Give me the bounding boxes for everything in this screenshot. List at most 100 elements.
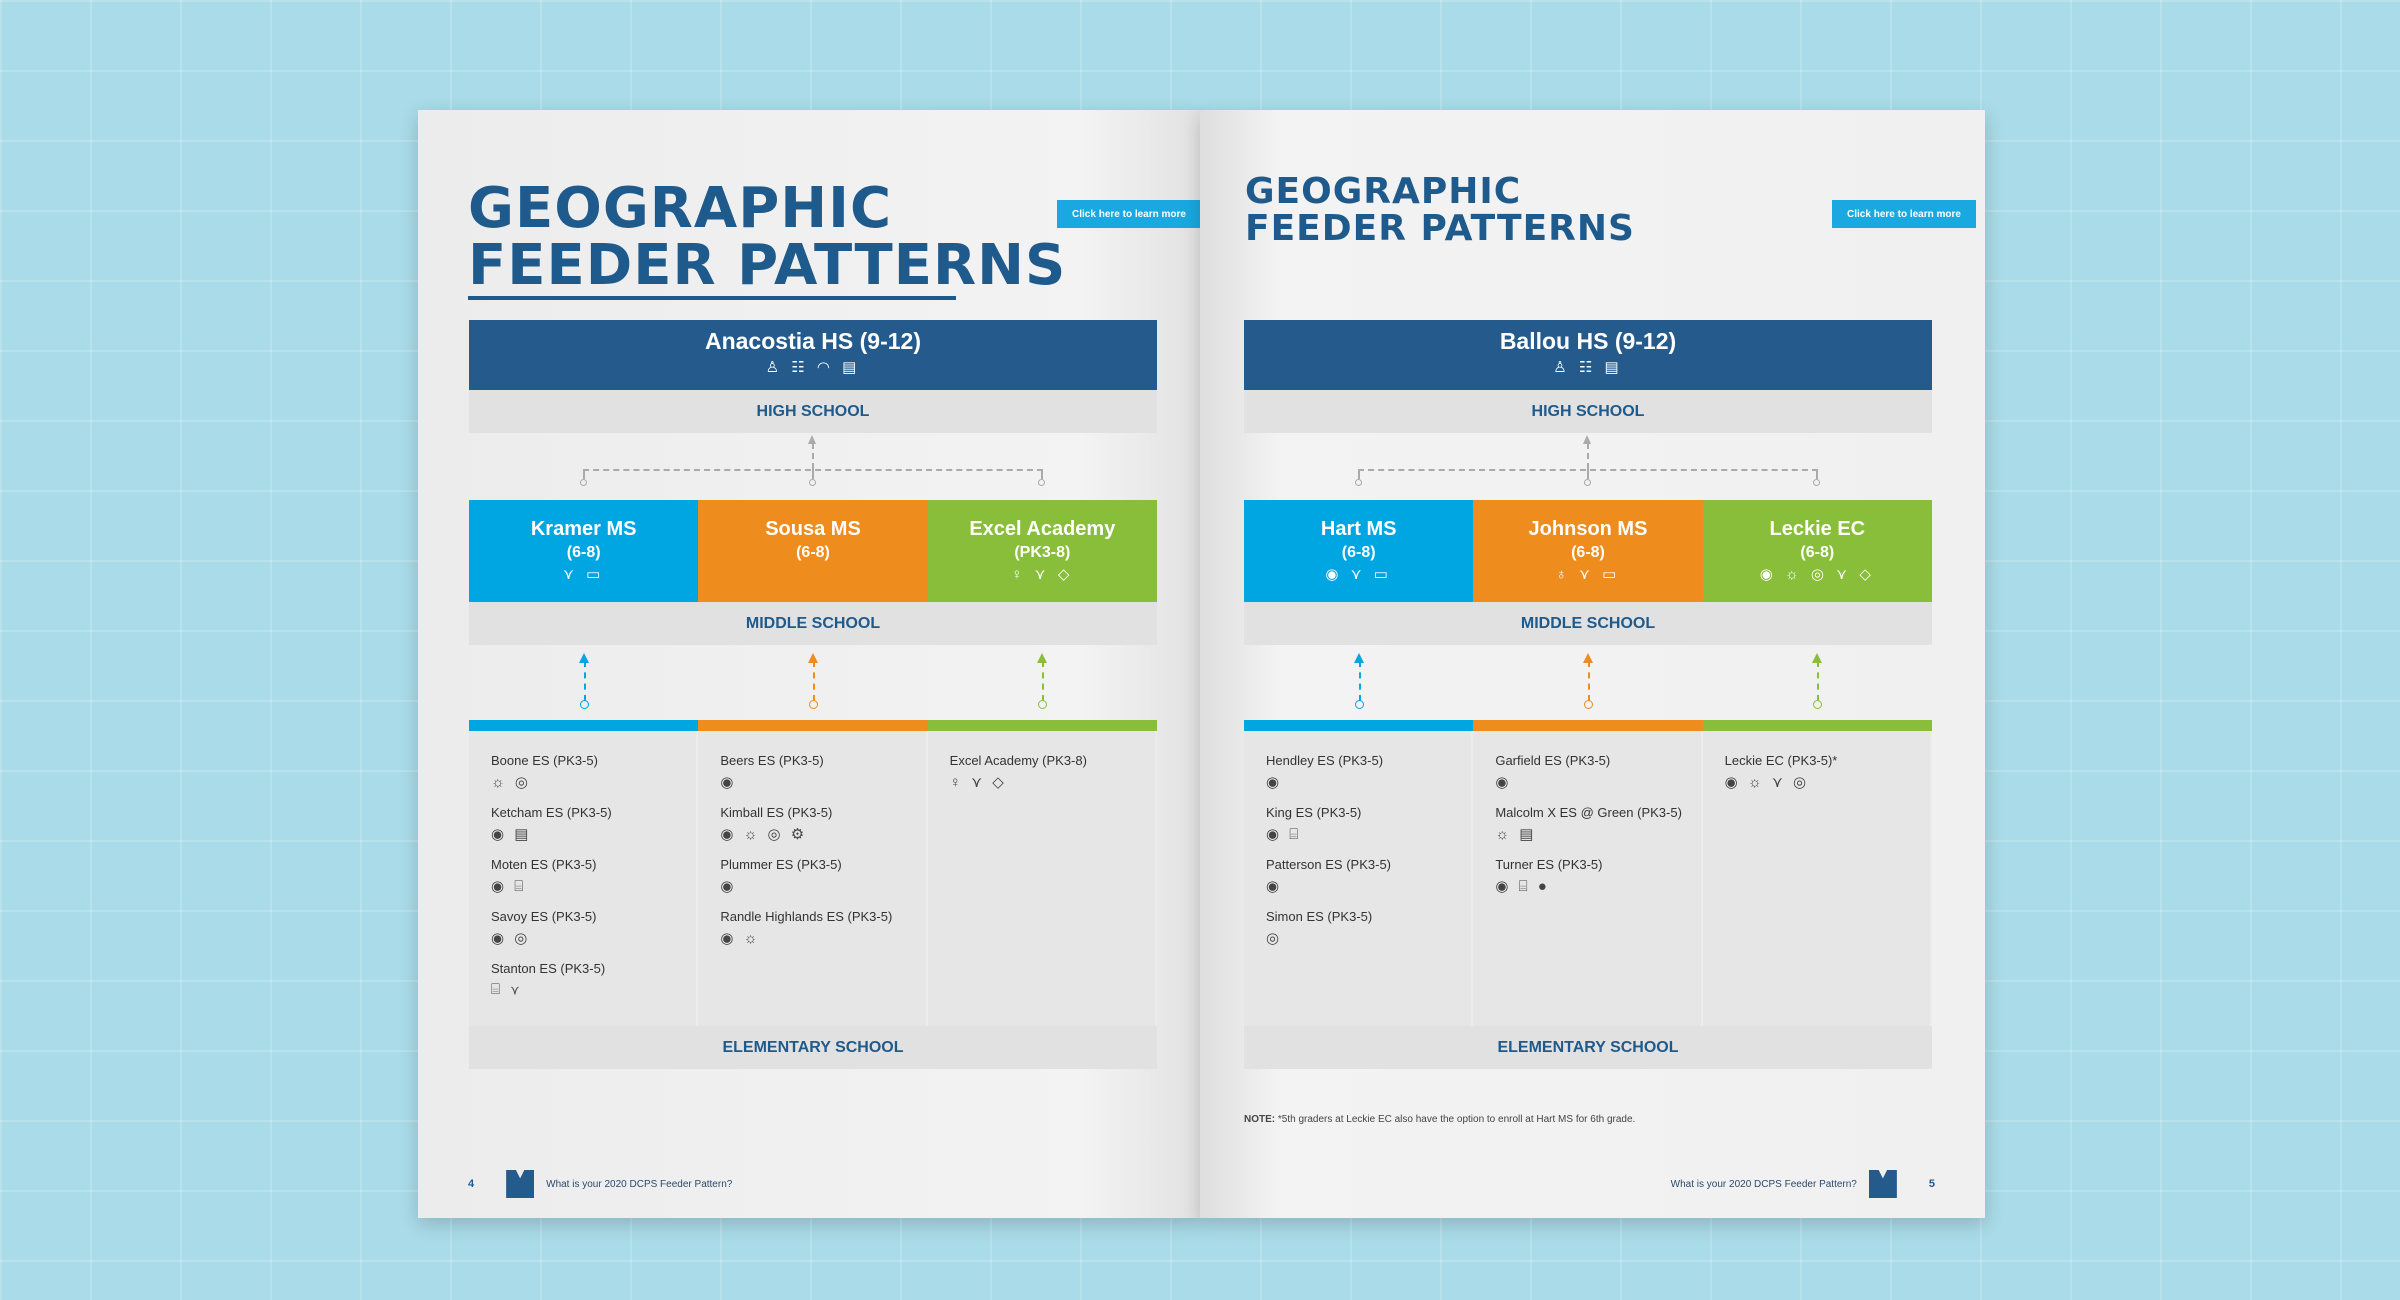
title-underline [468, 296, 956, 300]
connector-node [1813, 479, 1820, 486]
arrow-node [1354, 700, 1364, 709]
arrow-up-icon [1582, 653, 1593, 663]
elementary-school-name: Hendley ES (PK3-5) [1266, 753, 1384, 768]
elementary-column: Excel Academy (PK3-8) ♀ ⋎ ◇ [928, 731, 1157, 1026]
elementary-school-name: Kimball ES (PK3-5) [720, 805, 833, 820]
middle-school-name: Hart MS [1320, 518, 1397, 540]
arrow-node [1583, 700, 1593, 709]
feeder-arrow [1244, 645, 1473, 720]
elementary-school-name: Boone ES (PK3-5) [491, 753, 598, 768]
strip-segment [927, 720, 1157, 731]
middle-school-box: Sousa MS (6-8) [698, 500, 928, 602]
middle-school-grades: (6-8) [796, 544, 830, 561]
connector-line [1041, 469, 1043, 479]
elementary-program-icons: ◉ [1266, 878, 1283, 895]
elementary-column: Hendley ES (PK3-5) ◉ King ES (PK3-5) ◉ ⌸ Pat… [1244, 731, 1474, 1026]
learn-more-button[interactable]: Click here to learn more [1832, 200, 1976, 228]
connector-line [1358, 469, 1360, 479]
elementary-program-icons: ◉ ☼ ◎ ⚙ [720, 826, 808, 843]
arrow-line [1042, 661, 1045, 701]
elementary-column: Boone ES (PK3-5) ☼ ◎ Ketcham ES (PK3-5) ◉ ▤… [469, 731, 699, 1026]
connector-line [1587, 469, 1589, 479]
footer-text: What is your 2020 DCPS Feeder Pattern? [546, 1178, 733, 1190]
elementary-school-name: Plummer ES (PK3-5) [720, 857, 842, 872]
elementary-program-icons: ☼ ▤ [1495, 826, 1537, 843]
middle-school-row: Hart MS (6-8) ◉ ⋎ ▭ Johnson MS (6-8) ♁ ⋎ ▭ Lec… [1244, 500, 1932, 602]
arrow-line [1817, 661, 1820, 701]
middle-school-program-icons: ⋎ ▭ [563, 566, 605, 583]
connector-node [1584, 479, 1591, 486]
elementary-program-icons: ◉ ⌸ [491, 878, 527, 895]
elementary-column: Leckie EC (PK3-5)* ◉ ☼ ⋎ ◎ [1703, 731, 1932, 1026]
strip-segment [1702, 720, 1932, 731]
arrow-up-icon [1353, 653, 1364, 663]
high-school-name: Anacostia HS (9-12) [704, 328, 921, 354]
feeder-arrow [1473, 645, 1702, 720]
elementary-school-name: Stanton ES (PK3-5) [491, 961, 606, 976]
arrow-up-icon [1583, 435, 1591, 444]
learn-more-button[interactable]: Click here to learn more [1057, 200, 1201, 228]
arrow-up-icon [808, 435, 816, 444]
connector-node [1038, 479, 1045, 486]
high-school-box: Anacostia HS (9-12) ♙ ☷ ◠ ▤ [469, 320, 1157, 390]
connector-line [812, 443, 814, 469]
arrow-node [808, 700, 818, 709]
feeder-arrow [1703, 645, 1932, 720]
elementary-program-icons: ◉ [1266, 774, 1283, 791]
connector-node [580, 479, 587, 486]
connector-line [1816, 469, 1818, 479]
elementary-program-icons: ♀ ⋎ ◇ [949, 774, 1007, 791]
elementary-school-name: Leckie EC (PK3-5)* [1724, 753, 1838, 768]
elementary-program-icons: ◉ [720, 774, 737, 791]
elementary-column: Beers ES (PK3-5) ◉ Kimball ES (PK3-5) ◉ ☼ ◎… [698, 731, 928, 1026]
page-number: 5 [1928, 1178, 1935, 1190]
elementary-school-columns: Hendley ES (PK3-5) ◉ King ES (PK3-5) ◉ ⌸ Pat… [1244, 731, 1932, 1026]
arrow-line [812, 661, 815, 701]
middle-school-program-icons: ◉ ☼ ◎ ⋎ ◇ [1759, 566, 1875, 583]
elementary-school-name: Patterson ES (PK3-5) [1266, 857, 1391, 872]
dcps-logo-icon [1868, 1170, 1897, 1198]
note-label: NOTE: [1244, 1114, 1276, 1125]
middle-school-grades: (6-8) [1571, 544, 1605, 561]
middle-school-label: MIDDLE SCHOOL [469, 602, 1157, 645]
middle-school-name: Kramer MS [530, 518, 637, 540]
elementary-school-columns: Boone ES (PK3-5) ☼ ◎ Ketcham ES (PK3-5) ◉ ▤… [469, 731, 1157, 1026]
middle-school-grades: (6-8) [1341, 544, 1376, 561]
connector-line [1587, 443, 1589, 469]
elementary-program-icons: ⌸ ⋎ [491, 981, 523, 998]
elementary-school-name: Turner ES (PK3-5) [1495, 857, 1603, 872]
middle-school-program-icons: ◉ ⋎ ▭ [1325, 566, 1392, 583]
arrow-up-icon [1037, 653, 1048, 663]
right-page: GEOGRAPHIC FEEDER PATTERNS Click here to … [1200, 110, 1985, 1218]
arrow-up-icon [1812, 653, 1823, 663]
elementary-program-icons: ◉ ⌸ [1266, 826, 1302, 843]
strip-segment [1244, 720, 1474, 731]
connector-line [812, 469, 814, 479]
high-school-label: HIGH SCHOOL [469, 390, 1157, 433]
connector-node [809, 479, 816, 486]
middle-school-grades: (PK3-8) [1014, 544, 1071, 561]
footnote: NOTE: *5th graders at Leckie EC also hav… [1244, 1114, 1635, 1125]
elementary-program-icons: ◉ ☼ ⋎ ◎ [1724, 774, 1810, 791]
elementary-school-name: Beers ES (PK3-5) [720, 753, 824, 768]
elementary-school-name: Moten ES (PK3-5) [491, 857, 597, 872]
note-text: *5th graders at Leckie EC also have the … [1275, 1114, 1636, 1125]
feeder-arrow [928, 645, 1157, 720]
middle-school-box: Kramer MS (6-8) ⋎ ▭ [469, 500, 699, 602]
arrow-up-icon [578, 653, 589, 663]
elementary-program-icons: ◉ ☼ [720, 930, 761, 947]
arrow-line [1587, 661, 1590, 701]
arrow-up-icon [807, 653, 818, 663]
arrow-node [1813, 700, 1823, 709]
arrow-line [1358, 661, 1361, 701]
elementary-program-icons: ◎ [1266, 930, 1283, 947]
left-page: GEOGRAPHIC FEEDER PATTERNS Click here to … [418, 110, 1201, 1218]
middle-school-program-icons: ♀ ⋎ ◇ [1011, 566, 1074, 583]
elementary-school-name: Simon ES (PK3-5) [1266, 909, 1373, 924]
elementary-school-name: Malcolm X ES @ Green (PK3-5) [1495, 805, 1682, 820]
elementary-school-name: Garfield ES (PK3-5) [1495, 753, 1611, 768]
middle-school-box: Hart MS (6-8) ◉ ⋎ ▭ [1244, 500, 1474, 602]
elementary-school-name: King ES (PK3-5) [1266, 805, 1362, 820]
arrow-node [1038, 700, 1048, 709]
middle-school-label: MIDDLE SCHOOL [1244, 602, 1932, 645]
